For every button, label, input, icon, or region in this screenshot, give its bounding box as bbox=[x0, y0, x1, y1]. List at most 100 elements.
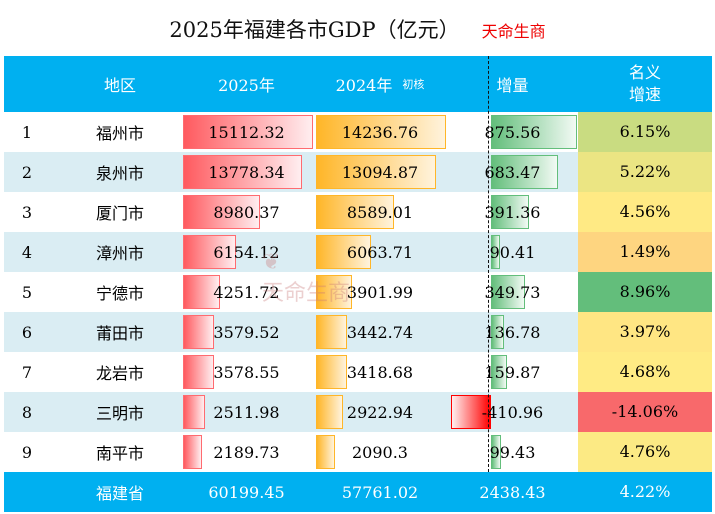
increase: 136.78 bbox=[484, 322, 541, 342]
gdp-2024: 3901.99 bbox=[346, 282, 414, 302]
gdp-2025-bar bbox=[183, 155, 302, 189]
increase: 683.47 bbox=[484, 162, 541, 182]
gdp-2025-bar bbox=[183, 115, 313, 149]
table-row: 9 南平市 2189.73 2090.3 99.43 4.76% bbox=[4, 432, 712, 472]
increase-axis-line bbox=[488, 56, 489, 472]
gdp-2025-cell: 15112.32 bbox=[180, 112, 313, 152]
increase-bar bbox=[491, 435, 501, 469]
brand-label: 天命生商 bbox=[481, 22, 546, 41]
gdp-2025: 8980.37 bbox=[213, 202, 280, 222]
growth-rate: 1.49% bbox=[578, 232, 712, 272]
rank: 2 bbox=[21, 162, 33, 182]
increase-cell: -410.96 bbox=[447, 392, 578, 432]
gdp-2025-bar bbox=[183, 355, 214, 389]
gdp-2024-cell: 3418.68 bbox=[313, 352, 447, 392]
gdp-2025-cell: 8980.37 bbox=[180, 192, 313, 232]
gdp-2025: 6154.12 bbox=[213, 242, 280, 262]
rank: 4 bbox=[21, 242, 33, 262]
increase-cell: 349.73 bbox=[447, 272, 578, 312]
gdp-2024-bar bbox=[316, 435, 336, 469]
gdp-2024: 13094.87 bbox=[341, 162, 419, 182]
region-name: 福州市 bbox=[95, 124, 144, 143]
growth-rate: 8.96% bbox=[578, 272, 712, 312]
gdp-2024: 2090.3 bbox=[352, 442, 408, 462]
gdp-2025-cell: 2189.73 bbox=[180, 432, 313, 472]
gdp-2025-cell: 6154.12 bbox=[180, 232, 313, 272]
region-name: 南平市 bbox=[95, 444, 144, 463]
table-row: 3 厦门市 8980.37 8589.01 391.36 4.56% bbox=[4, 192, 712, 232]
watermark-logo: ❦ 天命生商 bbox=[262, 250, 351, 306]
gdp-2025-bar bbox=[183, 235, 236, 269]
rank: 8 bbox=[21, 402, 33, 422]
growth-rate: 4.76% bbox=[578, 432, 712, 472]
gdp-2025: 2511.98 bbox=[213, 402, 280, 422]
header-2024: 2024年 初核 bbox=[313, 56, 447, 112]
gdp-2025: 15112.32 bbox=[208, 122, 285, 142]
total-row: 福建省 60199.45 57761.02 2438.43 4.22% bbox=[4, 472, 712, 512]
increase: 349.73 bbox=[484, 282, 541, 302]
growth-rate: 4.68% bbox=[578, 352, 712, 392]
increase-cell: 159.87 bbox=[447, 352, 578, 392]
total-increase: 2438.43 bbox=[479, 482, 546, 502]
gdp-2024: 14236.76 bbox=[341, 122, 419, 142]
gdp-2024: 8589.01 bbox=[346, 202, 414, 222]
rank: 3 bbox=[21, 202, 33, 222]
increase-cell: 90.41 bbox=[447, 232, 578, 272]
increase: 875.56 bbox=[484, 122, 541, 142]
rank: 9 bbox=[21, 442, 33, 462]
gdp-2024-bar bbox=[316, 275, 352, 309]
gdp-2024-cell: 3442.74 bbox=[313, 312, 447, 352]
gdp-2025-bar bbox=[183, 435, 202, 469]
region-name: 漳州市 bbox=[95, 244, 144, 263]
gdp-2024-cell: 8589.01 bbox=[313, 192, 447, 232]
header-rate-line2: 增速 bbox=[628, 85, 661, 104]
increase: 90.41 bbox=[489, 242, 536, 262]
table-row: 4 漳州市 6154.12 6063.71 90.41 1.49% bbox=[4, 232, 712, 272]
growth-rate: 4.56% bbox=[578, 192, 712, 232]
table-row: 1 福州市 15112.32 14236.76 875.56 6.15% bbox=[4, 112, 712, 152]
table-row: 6 莆田市 3579.52 3442.74 136.78 3.97% bbox=[4, 312, 712, 352]
gdp-2025-cell: 3578.55 bbox=[180, 352, 313, 392]
gdp-2025-cell: 2511.98 bbox=[180, 392, 313, 432]
header-rate-line1: 名义 bbox=[628, 63, 661, 82]
gdp-2024-cell: 6063.71 bbox=[313, 232, 447, 272]
gdp-2025-cell: 3579.52 bbox=[180, 312, 313, 352]
growth-rate: 3.97% bbox=[578, 312, 712, 352]
gdp-2024-cell: 3901.99 bbox=[313, 272, 447, 312]
increase-bar bbox=[491, 115, 577, 149]
rank: 7 bbox=[21, 362, 33, 382]
title-text: 2025年福建各市GDP（亿元） bbox=[169, 18, 460, 42]
growth-rate: 5.22% bbox=[578, 152, 712, 192]
gdp-2024: 3418.68 bbox=[346, 362, 414, 382]
gdp-2024-bar bbox=[316, 395, 343, 429]
gdp-2025-bar bbox=[183, 315, 214, 349]
region-name: 莆田市 bbox=[95, 324, 144, 343]
region-name: 三明市 bbox=[95, 404, 144, 423]
gdp-2025: 4251.72 bbox=[213, 282, 280, 302]
table-row: 8 三明市 2511.98 2922.94 -410.96 -14.06% bbox=[4, 392, 712, 432]
region-name: 龙岩市 bbox=[95, 364, 144, 383]
increase-cell: 136.78 bbox=[447, 312, 578, 352]
gdp-2025: 3578.55 bbox=[213, 362, 280, 382]
header-region: 地区 bbox=[103, 76, 136, 95]
gdp-2025: 2189.73 bbox=[213, 442, 280, 462]
gdp-2024: 6063.71 bbox=[346, 242, 414, 262]
header-2025: 2025年 bbox=[218, 76, 275, 95]
gdp-2025: 3579.52 bbox=[213, 322, 280, 342]
gdp-2025-cell: 13778.34 bbox=[180, 152, 313, 192]
gdp-2025-bar bbox=[183, 195, 261, 229]
gdp-2024-cell: 14236.76 bbox=[313, 112, 447, 152]
gdp-2024: 2922.94 bbox=[346, 402, 414, 422]
increase-bar bbox=[491, 155, 559, 189]
increase: 99.43 bbox=[489, 442, 536, 462]
gdp-2025: 13778.34 bbox=[208, 162, 285, 182]
increase: -410.96 bbox=[481, 402, 544, 422]
region-name: 厦门市 bbox=[95, 204, 144, 223]
header-2024-note: 初核 bbox=[402, 78, 425, 91]
header-increase: 增量 bbox=[496, 76, 529, 95]
increase-bar bbox=[450, 395, 491, 429]
gdp-2024-bar bbox=[316, 155, 436, 189]
total-region: 福建省 bbox=[95, 484, 144, 503]
rank: 1 bbox=[21, 122, 33, 142]
region-name: 宁德市 bbox=[95, 284, 144, 303]
